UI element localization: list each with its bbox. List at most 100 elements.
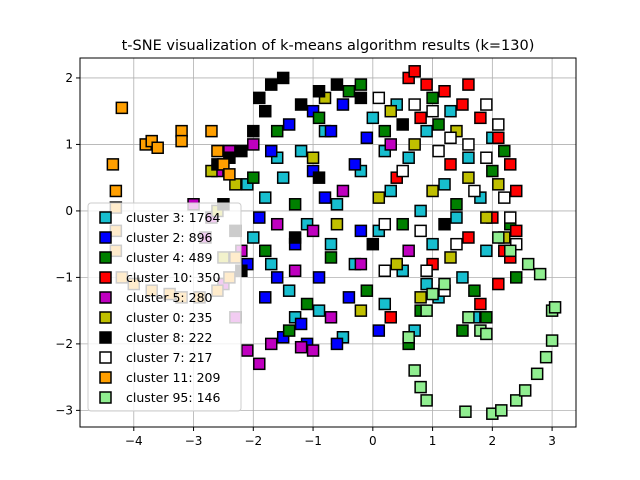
x-tick-label: −1	[304, 434, 322, 448]
point-series-7-18	[492, 118, 505, 131]
point-series-0-5	[294, 144, 308, 158]
point-series-3-3	[456, 98, 469, 111]
point-series-8-10	[106, 158, 120, 171]
point-series-8-11	[109, 184, 123, 198]
point-series-5-11	[444, 251, 457, 264]
point-series-3-14	[462, 231, 475, 244]
point-series-8-9	[223, 168, 236, 181]
y-tick-label: −3	[55, 403, 73, 417]
point-series-1-11	[342, 291, 356, 304]
point-series-6-7	[354, 91, 368, 105]
point-series-3-13	[444, 158, 457, 171]
point-series-6-17	[396, 118, 409, 131]
point-series-1-3	[282, 118, 296, 131]
legend-label-9: cluster 95: 146	[126, 390, 220, 405]
point-series-2-12	[432, 118, 445, 131]
axis-ticks: −4 −3 −2 −1 0 1 2 3 −3 −2 −1 0 1 2	[55, 71, 556, 448]
point-series-9-3	[420, 394, 433, 407]
point-series-9-4	[459, 405, 472, 418]
legend-marker-7	[99, 351, 112, 364]
point-series-9-22	[426, 287, 439, 301]
point-series-3-7	[509, 184, 523, 198]
point-series-4-15	[336, 184, 350, 198]
point-series-2-24	[282, 324, 296, 337]
point-series-3-18	[408, 65, 421, 78]
point-series-1-15	[259, 291, 272, 304]
point-series-2-5	[312, 111, 326, 125]
point-series-7-11	[432, 144, 445, 158]
point-series-2-21	[354, 78, 368, 91]
point-series-2-7	[342, 84, 356, 98]
point-series-0-7	[312, 304, 326, 317]
point-series-9-21	[462, 311, 475, 324]
point-series-8-0	[115, 101, 129, 115]
point-series-9-10	[539, 350, 553, 364]
point-series-7-17	[372, 91, 386, 105]
legend-marker-2	[99, 251, 112, 264]
point-series-6-1	[259, 104, 272, 118]
legend-marker-8	[99, 371, 112, 384]
point-series-2-8	[360, 284, 374, 297]
point-series-2-6	[324, 251, 338, 264]
point-series-0-9	[330, 198, 344, 211]
point-series-7-3	[462, 138, 475, 151]
y-tick-label: −1	[55, 270, 73, 284]
y-tick-label: −2	[55, 337, 73, 351]
point-series-4-7	[241, 344, 254, 357]
point-series-3-5	[492, 131, 505, 145]
legend-label-4: cluster 5: 280	[126, 290, 213, 305]
point-series-0-4	[282, 284, 296, 297]
point-series-6-4	[294, 98, 308, 111]
point-series-5-8	[390, 257, 403, 271]
point-series-2-15	[486, 164, 499, 178]
point-series-0-13	[366, 111, 380, 125]
point-series-3-11	[474, 297, 487, 311]
point-series-9-1	[408, 364, 421, 377]
point-series-2-0	[247, 171, 260, 184]
point-series-9-8	[518, 384, 532, 397]
point-series-3-1	[420, 78, 433, 91]
point-series-7-10	[414, 224, 427, 238]
point-series-5-13	[480, 211, 493, 224]
point-series-3-10	[492, 277, 505, 291]
point-series-0-25	[438, 178, 451, 191]
legend-label-5: cluster 0: 235	[126, 310, 212, 325]
legend-label-0: cluster 3: 1764	[126, 210, 220, 225]
point-series-6-3	[276, 71, 290, 85]
point-series-5-14	[492, 178, 505, 191]
point-series-7-5	[498, 191, 511, 204]
point-series-4-21	[270, 217, 284, 231]
point-series-5-12	[462, 171, 475, 184]
point-series-0-16	[384, 184, 397, 198]
point-series-0-19	[402, 151, 415, 164]
point-series-4-8	[253, 357, 266, 371]
point-series-6-8	[235, 144, 248, 158]
point-series-1-2	[270, 271, 284, 284]
point-series-1-10	[336, 98, 350, 111]
x-tick-label: −3	[185, 434, 203, 448]
point-series-2-1	[259, 244, 272, 258]
point-series-3-12	[414, 111, 427, 125]
point-series-2-18	[480, 311, 493, 324]
legend: cluster 3: 1764 cluster 2: 896 cluster 4: …	[87, 202, 242, 412]
point-series-1-9	[330, 337, 344, 351]
legend-box	[87, 202, 242, 412]
point-series-6-18	[438, 217, 451, 231]
point-series-1-7	[312, 271, 326, 284]
point-series-3-19	[462, 78, 475, 91]
point-series-5-17	[414, 291, 427, 304]
point-series-2-23	[498, 144, 511, 158]
point-series-0-29	[462, 151, 475, 164]
point-series-2-14	[468, 284, 481, 297]
point-series-7-2	[444, 131, 457, 145]
point-series-0-22	[420, 124, 433, 138]
point-series-5-10	[426, 184, 439, 198]
point-series-4-18	[402, 244, 415, 258]
chart-title: t-SNE visualization of k-means algorithm…	[122, 38, 535, 54]
point-series-2-10	[396, 217, 409, 231]
point-series-3-4	[474, 111, 487, 125]
point-series-5-7	[372, 191, 386, 204]
point-series-3-8	[509, 224, 523, 238]
legend-marker-9	[99, 391, 112, 404]
